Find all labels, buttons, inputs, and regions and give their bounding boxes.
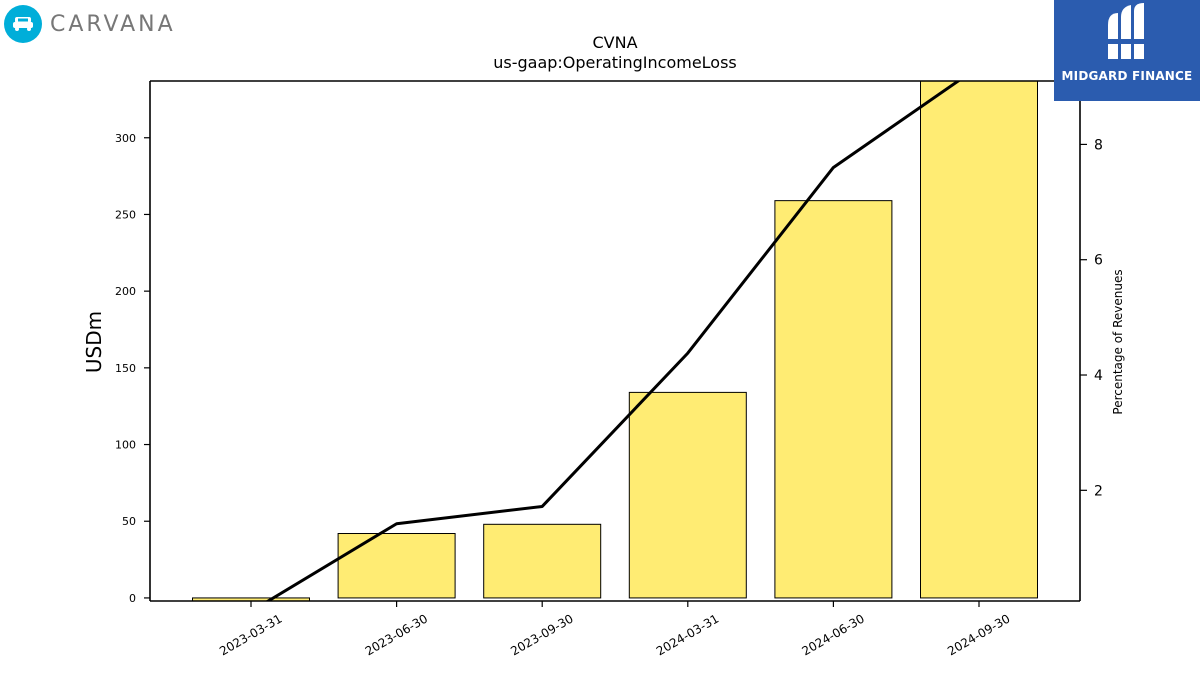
y-tick-label-50: 50 bbox=[122, 515, 136, 528]
y2-axis-label: Percentage of Revenues bbox=[1111, 269, 1125, 414]
y2-tick-label-8: 8 bbox=[1094, 137, 1103, 153]
carvana-wordmark: CARVANA bbox=[50, 11, 176, 37]
carvana-logo: CARVANA bbox=[4, 4, 176, 44]
plot-area bbox=[192, 81, 1038, 601]
y-tick-label-250: 250 bbox=[115, 208, 136, 221]
bar-2024-03-31 bbox=[628, 391, 747, 599]
bar-2024-09-30 bbox=[920, 81, 1038, 599]
x-tick-label-2024-03-31: 2024-03-31 bbox=[654, 611, 721, 658]
y-tick-label-150: 150 bbox=[115, 362, 136, 375]
bar-2023-09-30 bbox=[483, 523, 602, 599]
bar-2024-06-30 bbox=[774, 200, 893, 599]
x-tick-label-2023-06-30: 2023-06-30 bbox=[363, 611, 430, 658]
chart-title: CVNA bbox=[592, 33, 637, 52]
plot-layer: 0 50 100 150 200 250 300 2 4 6 8 2023-03-31 2023-06-… bbox=[115, 80, 1103, 658]
y-axis-label: USDm bbox=[82, 311, 106, 373]
midgard-finance-logo: MIDGARD FINANCE bbox=[1054, 0, 1200, 101]
y-tick-label-200: 200 bbox=[115, 285, 136, 298]
y-tick-label-0: 0 bbox=[129, 592, 136, 605]
y2-tick-label-2: 2 bbox=[1094, 483, 1103, 499]
x-tick-label-2023-09-30: 2023-09-30 bbox=[508, 611, 575, 658]
midgard-mark-icon bbox=[1104, 3, 1150, 65]
bar-2023-06-30 bbox=[337, 533, 456, 599]
x-tick-label-2024-09-30: 2024-09-30 bbox=[945, 611, 1012, 658]
y2-tick-label-6: 6 bbox=[1094, 253, 1103, 269]
y-tick-label-300: 300 bbox=[115, 132, 136, 145]
midgard-wordmark: MIDGARD FINANCE bbox=[1061, 69, 1193, 83]
car-icon bbox=[4, 5, 42, 43]
y2-tick-label-4: 4 bbox=[1094, 368, 1103, 384]
line-series-percentage-of-revenues bbox=[265, 81, 961, 601]
chart-subtitle: us-gaap:OperatingIncomeLoss bbox=[493, 53, 737, 72]
x-tick-label-2024-06-30: 2024-06-30 bbox=[799, 611, 866, 658]
x-tick-label-2023-03-31: 2023-03-31 bbox=[217, 611, 284, 658]
y-tick-label-100: 100 bbox=[115, 439, 136, 452]
